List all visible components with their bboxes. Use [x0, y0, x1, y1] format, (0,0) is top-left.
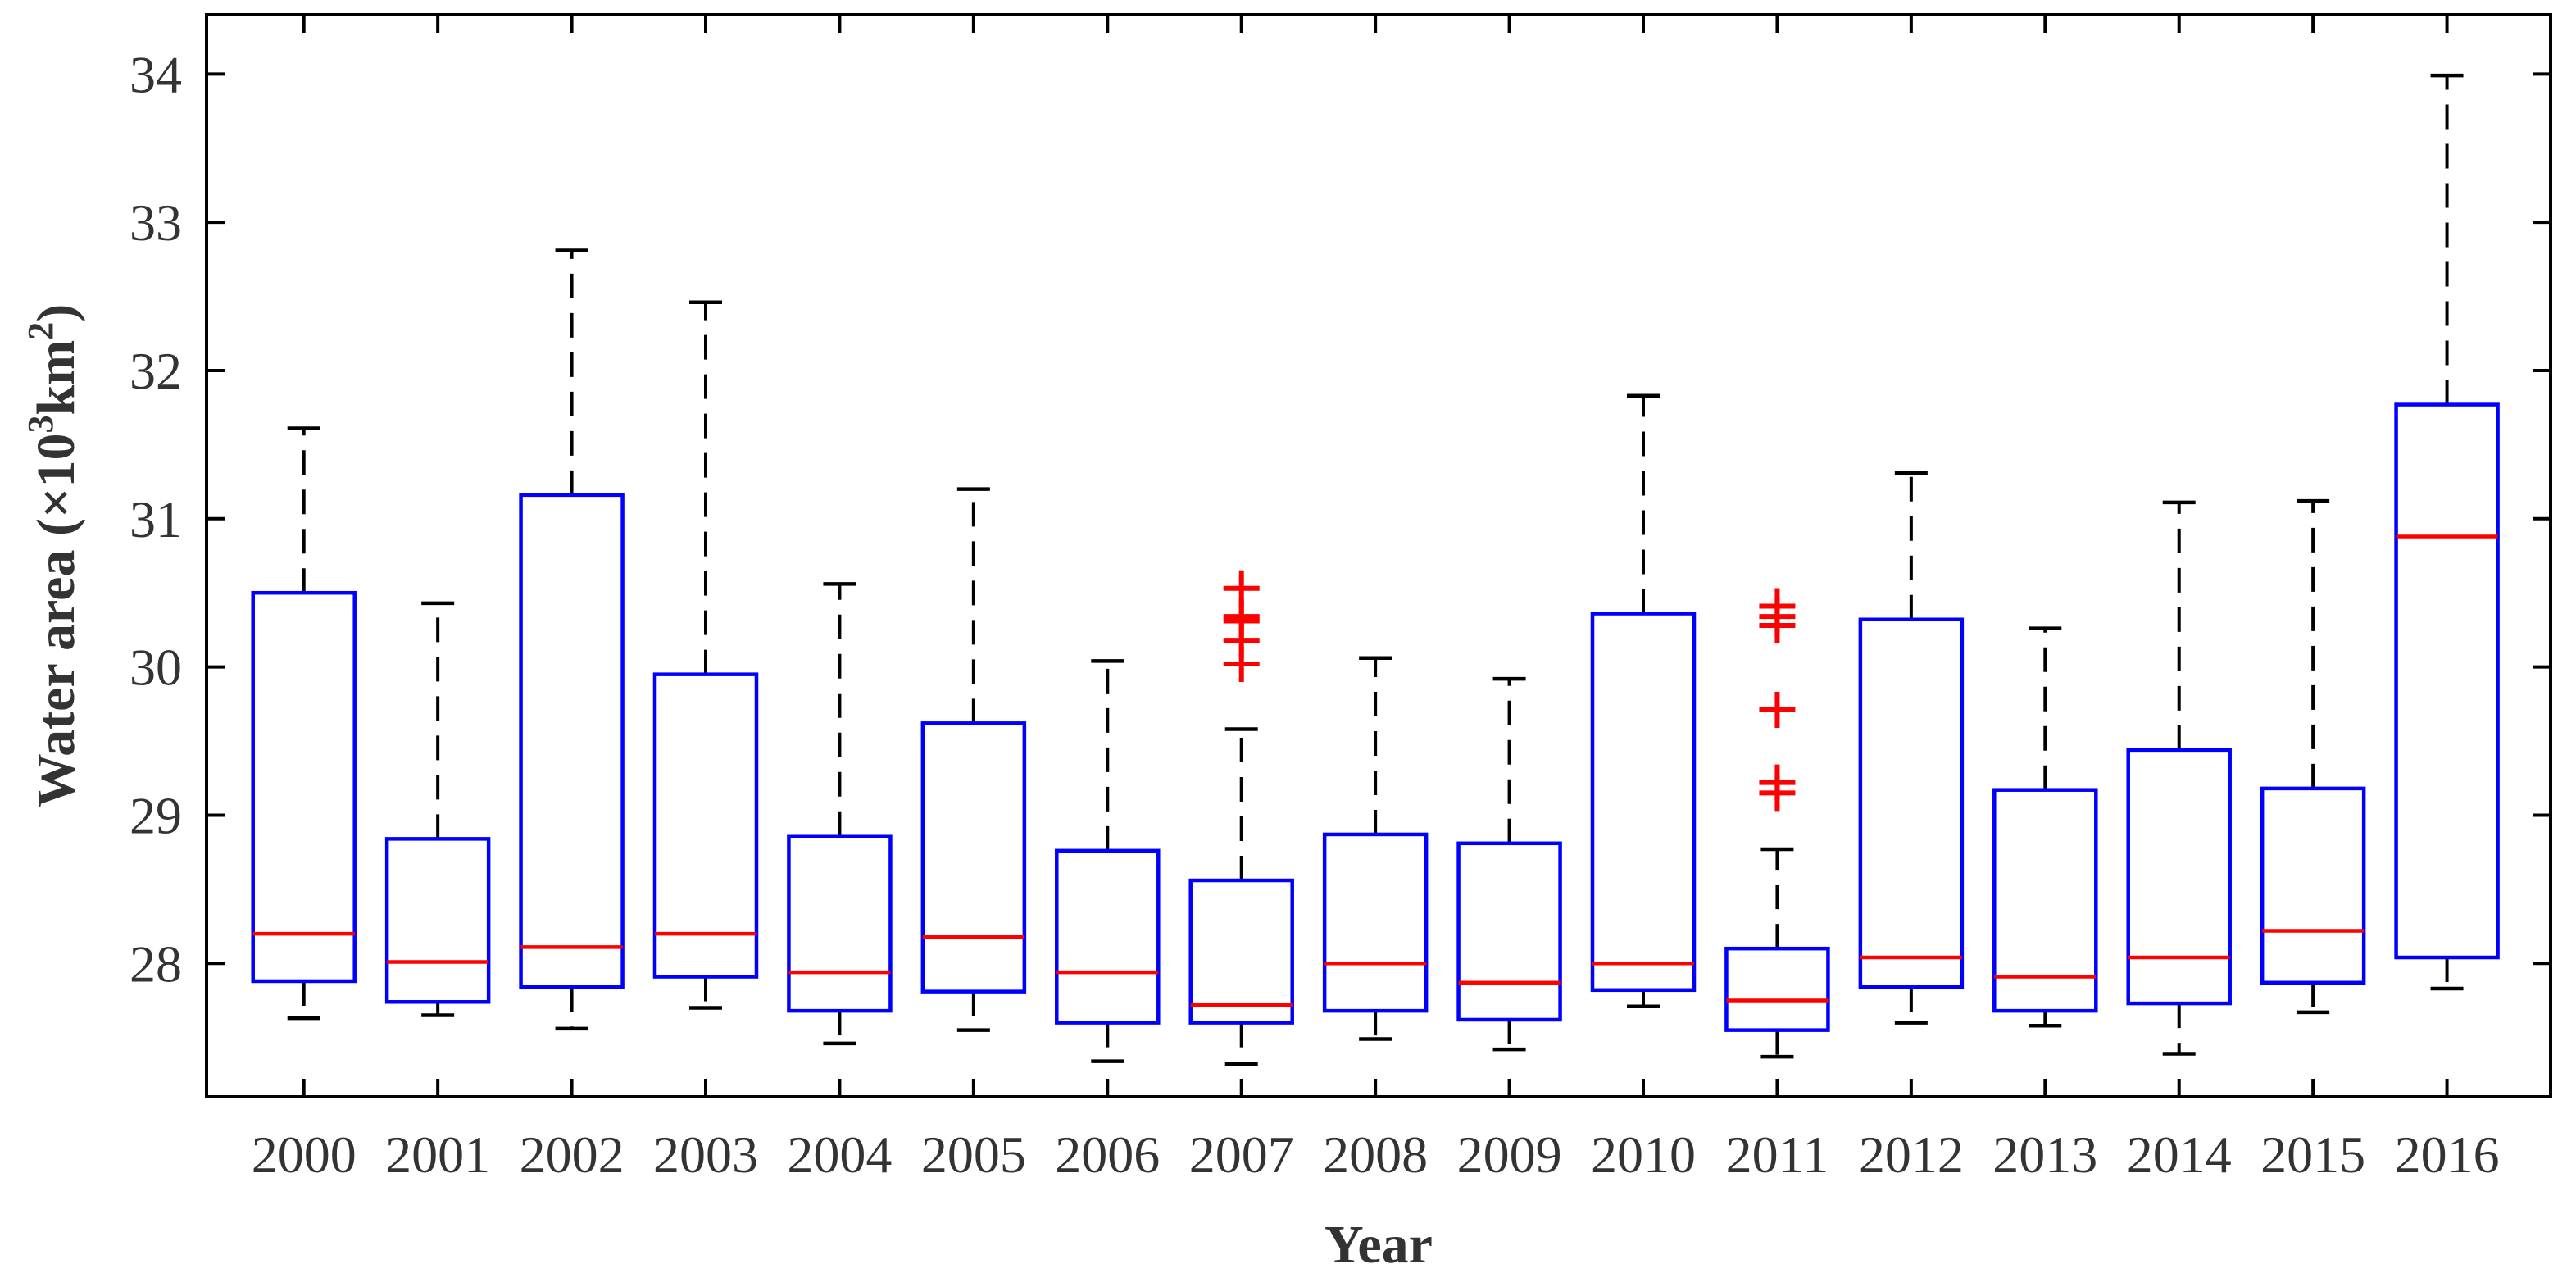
box-2005: [920, 487, 1027, 1032]
box-2003: [652, 300, 759, 1010]
iqr-box: [1992, 788, 2098, 1013]
box-2002: [519, 248, 625, 1031]
iqr-box: [1188, 878, 1294, 1025]
x-tick-label: 2000: [252, 1126, 357, 1184]
y-axis-label-sup1: 3: [20, 415, 61, 433]
outlier-point: [1223, 570, 1260, 607]
y-tick-label: 32: [129, 342, 182, 400]
box-2016: [2394, 73, 2500, 991]
outlier-point: [1759, 764, 1796, 801]
box-2008: [1322, 656, 1429, 1041]
iqr-box: [787, 834, 893, 1013]
outlier-point: [1759, 692, 1796, 729]
x-tick-label: 2002: [520, 1126, 625, 1184]
iqr-box: [1456, 841, 1562, 1022]
y-tick-label: 30: [129, 639, 182, 697]
box-2012: [1858, 471, 1965, 1025]
box-2011: [1724, 588, 1830, 1059]
x-tick-label: 2004: [787, 1126, 892, 1184]
iqr-box: [2126, 748, 2232, 1006]
x-tick-label: 2016: [2395, 1126, 2500, 1184]
y-axis-label-sup2: 2: [20, 322, 61, 340]
iqr-box: [1322, 832, 1429, 1013]
y-tick-label: 28: [129, 935, 182, 993]
y-axis-label-close: ): [26, 304, 86, 322]
iqr-box: [251, 590, 357, 984]
x-tick-label: 2015: [2260, 1126, 2365, 1184]
y-tick-label: 33: [129, 193, 182, 252]
x-axis-label: Year: [1324, 1215, 1433, 1275]
y-axis-label-unit: km: [26, 340, 86, 416]
x-tick-label: 2008: [1323, 1126, 1428, 1184]
outlier-point: [1759, 588, 1796, 625]
x-tick-label: 2011: [1726, 1126, 1829, 1184]
box-series: [251, 73, 2500, 1066]
box-2009: [1456, 676, 1562, 1052]
plot-frame: [205, 13, 2552, 1098]
box-2001: [384, 601, 491, 1017]
box-2013: [1992, 626, 2098, 1028]
y-axis-label: Water area (×103km2): [20, 304, 86, 807]
x-tick-label: 2013: [1992, 1126, 2097, 1184]
iqr-box: [652, 672, 759, 979]
box-2007: [1188, 570, 1294, 1066]
iqr-box: [1590, 612, 1697, 993]
iqr-box: [2260, 786, 2366, 985]
x-tick-label: 2009: [1457, 1126, 1562, 1184]
x-tick-label: 2006: [1055, 1126, 1160, 1184]
x-tick-label: 2001: [385, 1126, 490, 1184]
box-2004: [787, 582, 893, 1046]
y-tick-label: 34: [129, 45, 182, 103]
y-axis: 28 29 30 31 32 33 34: [129, 45, 2551, 993]
y-tick-label: 31: [129, 490, 182, 548]
box-2015: [2260, 498, 2366, 1015]
box-2014: [2126, 500, 2232, 1056]
x-tick-label: 2007: [1189, 1126, 1294, 1184]
box-2000: [251, 426, 357, 1021]
iqr-box: [1858, 617, 1965, 989]
x-tick-label: 2010: [1591, 1126, 1696, 1184]
iqr-box: [2394, 402, 2500, 960]
iqr-box: [519, 493, 625, 989]
x-tick-label: 2003: [653, 1126, 758, 1184]
iqr-box: [920, 721, 1027, 994]
y-tick-label: 29: [129, 786, 182, 844]
x-axis: 2000 2001 2002 2003 2004 2005 2006 2007 2008 2009…: [252, 15, 2500, 1184]
iqr-box: [384, 837, 491, 1004]
iqr-box: [1724, 946, 1830, 1032]
iqr-box: [1055, 848, 1161, 1025]
x-tick-label: 2012: [1859, 1126, 1964, 1184]
x-tick-label: 2005: [921, 1126, 1026, 1184]
y-axis-label-text: Water area (×10: [26, 433, 86, 807]
x-tick-label: 2014: [2127, 1126, 2232, 1184]
box-2010: [1590, 393, 1697, 1008]
box-2006: [1055, 659, 1161, 1063]
